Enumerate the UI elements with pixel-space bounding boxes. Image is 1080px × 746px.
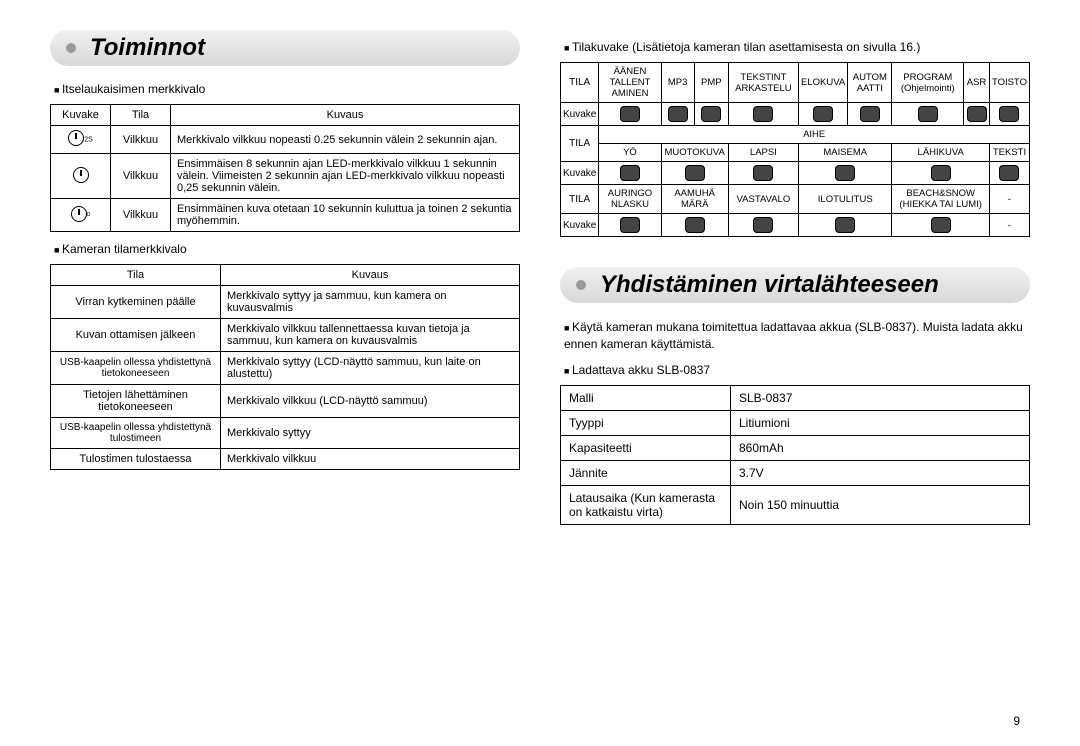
mode: TEKSTINT ARKASTELU [728,63,798,103]
mode: MUOTOKUVA [661,144,728,162]
mode: VASTAVALO [728,185,798,214]
cell: Ensimmäisen 8 sekunnin ajan LED-merkkiva… [171,154,520,199]
mode: MAISEMA [798,144,891,162]
battery-spec-table: MalliSLB-0837 TyyppiLitiumioni Kapasitee… [560,385,1030,525]
cell: Merkkivalo vilkkuu (LCD-näyttö sammuu) [221,385,520,418]
cell: Tietojen lähettäminen tietokoneeseen [51,385,221,418]
cell: Kapasiteetti [561,435,731,460]
cell: Latausaika (Kun kamerasta on katkaistu v… [561,485,731,524]
cell: Vilkkuu [111,154,171,199]
cell: Noin 150 minuuttia [731,485,1030,524]
mode-icon [599,103,661,126]
mode-icon [728,214,798,237]
mode-icon [892,214,989,237]
mode-icon [728,103,798,126]
row-label: TILA [561,185,599,214]
mode-icon [661,214,728,237]
mode-icon [964,103,990,126]
right-column: Tilakuvake (Lisätietoja kameran tilan as… [560,30,1030,726]
left-column: Toiminnot Itselaukaisimen merkkivalo Kuv… [50,30,520,726]
mode-table: TILA ÄÄNEN TALLENT AMINEN MP3 PMP TEKSTI… [560,62,1030,237]
mode: ASR [964,63,990,103]
subhead-modeicon: Tilakuvake (Lisätietoja kameran tilan as… [564,40,1030,54]
mode: - [989,185,1029,214]
cell: Merkkivalo vilkkuu [221,449,520,470]
mode: AAMUHÄ MÄRÄ [661,185,728,214]
selftimer-table: Kuvake Tila Kuvaus 2S Vilkkuu Merkkivalo… [50,104,520,232]
mode: LÄHIKUVA [892,144,989,162]
mode: PMP [694,63,728,103]
mode-icon [728,162,798,185]
cell: 3.7V [731,460,1030,485]
mode-icon [892,103,964,126]
cell: Tyyppi [561,410,731,435]
mode-icon [989,103,1029,126]
th-state: Tila [51,265,221,286]
mode-icon [599,214,661,237]
statuslamp-table: Tila Kuvaus Virran kytkeminen päälleMerk… [50,264,520,470]
mode: MP3 [661,63,694,103]
subhead-battery: Ladattava akku SLB-0837 [564,363,1030,377]
cell: USB-kaapelin ollessa yhdistettynä tietok… [51,352,221,385]
row-label: Kuvake [561,162,599,185]
mode-icon [798,103,847,126]
cell: SLB-0837 [731,385,1030,410]
cell: Ensimmäinen kuva otetaan 10 sekunnin kul… [171,199,520,232]
th-state: Tila [111,105,171,126]
paragraph-battery: Käytä kameran mukana toimitettua ladatta… [564,319,1030,353]
timer-icon-10s [51,154,111,199]
mode: ILOTULITUS [798,185,891,214]
cell: Vilkkuu [111,199,171,232]
heading-toiminnot: Toiminnot [50,30,520,66]
cell: Merkkivalo syttyy [221,418,520,449]
heading-power: Yhdistäminen virtalähteeseen [560,267,1030,303]
cell: Merkkivalo vilkkuu nopeasti 0.25 sekunni… [171,126,520,154]
mode: AUTOM AATTI [848,63,892,103]
mode-icon [798,214,891,237]
row-label: Kuvake [561,214,599,237]
mode-icon [989,162,1029,185]
cell: Jännite [561,460,731,485]
row-label: Kuvake [561,103,599,126]
mode-icon [661,103,694,126]
mode-icon [892,162,989,185]
mode: YÖ [599,144,661,162]
mode: ÄÄNEN TALLENT AMINEN [599,63,661,103]
mode-icon [661,162,728,185]
timer-icon-2s: 2S [51,126,111,154]
th-desc: Kuvaus [171,105,520,126]
cell: Merkkivalo syttyy ja sammuu, kun kamera … [221,286,520,319]
cell: Tulostimen tulostaessa [51,449,221,470]
cell: 860mAh [731,435,1030,460]
mode: PROGRAM (Ohjelmointi) [892,63,964,103]
subhead-statuslamp: Kameran tilamerkkivalo [54,242,520,256]
row-label: TILA [561,126,599,162]
mode: ELOKUVA [798,63,847,103]
mode: AURINGO NLASKU [599,185,661,214]
mode-icon [798,162,891,185]
th-icon: Kuvake [51,105,111,126]
timer-icon-double: ᴼ [51,199,111,232]
subhead-selftimer: Itselaukaisimen merkkivalo [54,82,520,96]
cell: Litiumioni [731,410,1030,435]
cell: Merkkivalo syttyy (LCD-näyttö sammuu, ku… [221,352,520,385]
mode: - [989,214,1029,237]
cell: Kuvan ottamisen jälkeen [51,319,221,352]
th-desc: Kuvaus [221,265,520,286]
row-label: TILA [561,63,599,103]
mode: TEKSTI [989,144,1029,162]
cell: Virran kytkeminen päälle [51,286,221,319]
mode: BEACH&SNOW (HIEKKA TAI LUMI) [892,185,989,214]
cell: Vilkkuu [111,126,171,154]
mode-icon [848,103,892,126]
mode-icon [599,162,661,185]
cell: Malli [561,385,731,410]
cell: USB-kaapelin ollessa yhdistettynä tulost… [51,418,221,449]
mode: LAPSI [728,144,798,162]
mode-group: AIHE [599,126,1030,144]
mode-icon [694,103,728,126]
mode: TOISTO [989,63,1029,103]
page-number: 9 [1013,714,1020,728]
cell: Merkkivalo vilkkuu tallennettaessa kuvan… [221,319,520,352]
